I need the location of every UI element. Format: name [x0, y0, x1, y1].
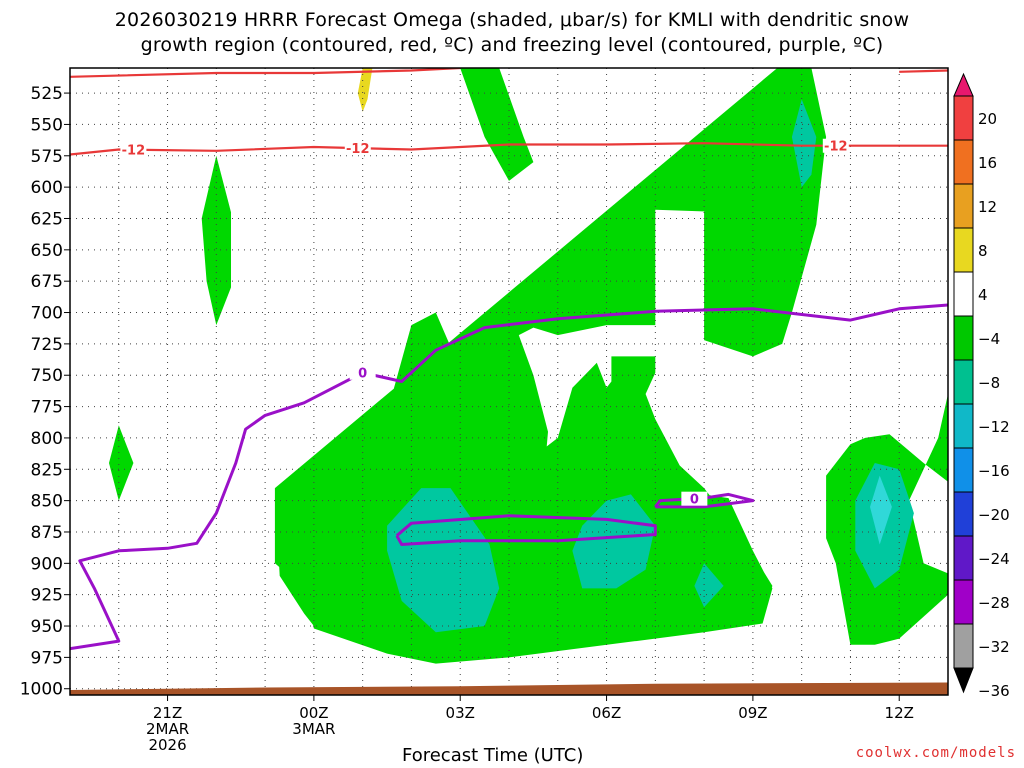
y-tick-label: 575	[31, 147, 63, 167]
colorbar-swatch	[953, 667, 974, 694]
colorbar-swatch	[953, 227, 974, 273]
y-tick-label: 825	[31, 460, 63, 480]
x-tick-label: 06Z	[592, 704, 621, 722]
contour-label-bg	[681, 491, 708, 506]
x-tick-label: 21Z	[153, 704, 182, 722]
contour-label: -12	[824, 140, 848, 155]
colorbar-label: −12	[978, 418, 1010, 436]
ground-surface	[70, 682, 948, 695]
y-tick-label: 600	[31, 178, 63, 198]
colorbar-swatch	[953, 535, 974, 581]
x-tick-label: 03Z	[446, 704, 475, 722]
x-tick-label: 12Z	[885, 704, 914, 722]
x-axis-title: Forecast Time (UTC)	[402, 745, 584, 766]
contour-label-bg	[120, 142, 147, 157]
contour-label: -12	[122, 144, 146, 159]
colorbar-label: −28	[978, 594, 1010, 612]
contour-label-bg	[349, 365, 376, 380]
colorbar-label: −20	[978, 506, 1010, 524]
colorbar-label: −32	[978, 638, 1010, 656]
colorbar-swatch	[953, 315, 974, 361]
y-tick-label: 725	[31, 335, 63, 355]
x-tick-label: 2MAR	[146, 720, 189, 738]
contour-label-bg	[822, 138, 849, 153]
colorbar-label: −4	[978, 330, 1000, 348]
contour-label: 0	[690, 493, 699, 508]
y-tick-label: 850	[31, 492, 63, 512]
contour-label: 0	[358, 367, 367, 382]
omega-region-3	[201, 155, 231, 326]
colorbar-label: 12	[978, 198, 997, 216]
contour-label: -12	[346, 142, 370, 157]
omega-region-11	[357, 68, 373, 112]
x-tick-label: 09Z	[738, 704, 767, 722]
colorbar-swatch	[953, 623, 974, 669]
colorbar-swatch	[953, 271, 974, 317]
omega-region-4	[109, 425, 134, 501]
dendritic-contour-line	[70, 68, 461, 78]
dendritic-contour-line	[70, 142, 948, 156]
freezing-level-contour	[70, 303, 948, 651]
y-tick-label: 1000	[20, 680, 63, 700]
omega-region-10	[870, 475, 892, 545]
contour-label-bg	[344, 141, 371, 156]
colorbar-swatch	[953, 139, 974, 185]
colorbar-label: 8	[978, 242, 988, 260]
y-tick-label: 525	[31, 84, 63, 104]
colorbar-label: −16	[978, 462, 1010, 480]
y-tick-label: 675	[31, 272, 63, 292]
y-tick-label: 950	[31, 617, 63, 637]
y-tick-label: 650	[31, 241, 63, 261]
y-tick-label: 700	[31, 304, 63, 324]
freezing-level-contour	[395, 514, 657, 546]
y-tick-label: 875	[31, 523, 63, 543]
y-tick-label: 800	[31, 429, 63, 449]
dendritic-contour-line	[899, 69, 948, 73]
colorbar-label: −8	[978, 374, 1000, 392]
colorbar-label: 16	[978, 154, 997, 172]
plot-frame	[69, 67, 949, 696]
y-tick-label: 900	[31, 554, 63, 574]
colorbar-label: −36	[978, 682, 1010, 700]
y-tick-label: 550	[31, 115, 63, 135]
freezing-level-contour	[654, 492, 755, 509]
colorbar-swatch	[953, 359, 974, 405]
colorbar-label: 20	[978, 110, 997, 128]
colorbar-swatch	[953, 403, 974, 449]
colorbar-swatch	[953, 72, 974, 97]
y-tick-label: 775	[31, 398, 63, 418]
x-tick-label: 00Z	[299, 704, 328, 722]
colorbar-swatch	[953, 447, 974, 493]
omega-region-8	[791, 99, 817, 188]
y-tick-label: 625	[31, 209, 63, 229]
chart-title-line-1: 2026030219 HRRR Forecast Omega (shaded, …	[114, 9, 910, 31]
colorbar-swatch	[953, 183, 974, 229]
chart-title-line-2: growth region (contoured, red, ºC) and f…	[140, 34, 884, 56]
colorbar-label: 4	[978, 286, 988, 304]
colorbar-swatch	[953, 579, 974, 625]
omega-region-7	[694, 563, 724, 608]
x-tick-label: 2026	[148, 736, 186, 754]
colorbar-swatch	[953, 95, 974, 141]
y-tick-label: 750	[31, 366, 63, 386]
credit-text: coolwx.com/models	[855, 745, 1016, 761]
y-tick-label: 975	[31, 648, 63, 668]
colorbar-label: −24	[978, 550, 1010, 568]
colorbar-swatch	[953, 491, 974, 537]
x-tick-label: 3MAR	[292, 720, 335, 738]
y-tick-label: 925	[31, 586, 63, 606]
